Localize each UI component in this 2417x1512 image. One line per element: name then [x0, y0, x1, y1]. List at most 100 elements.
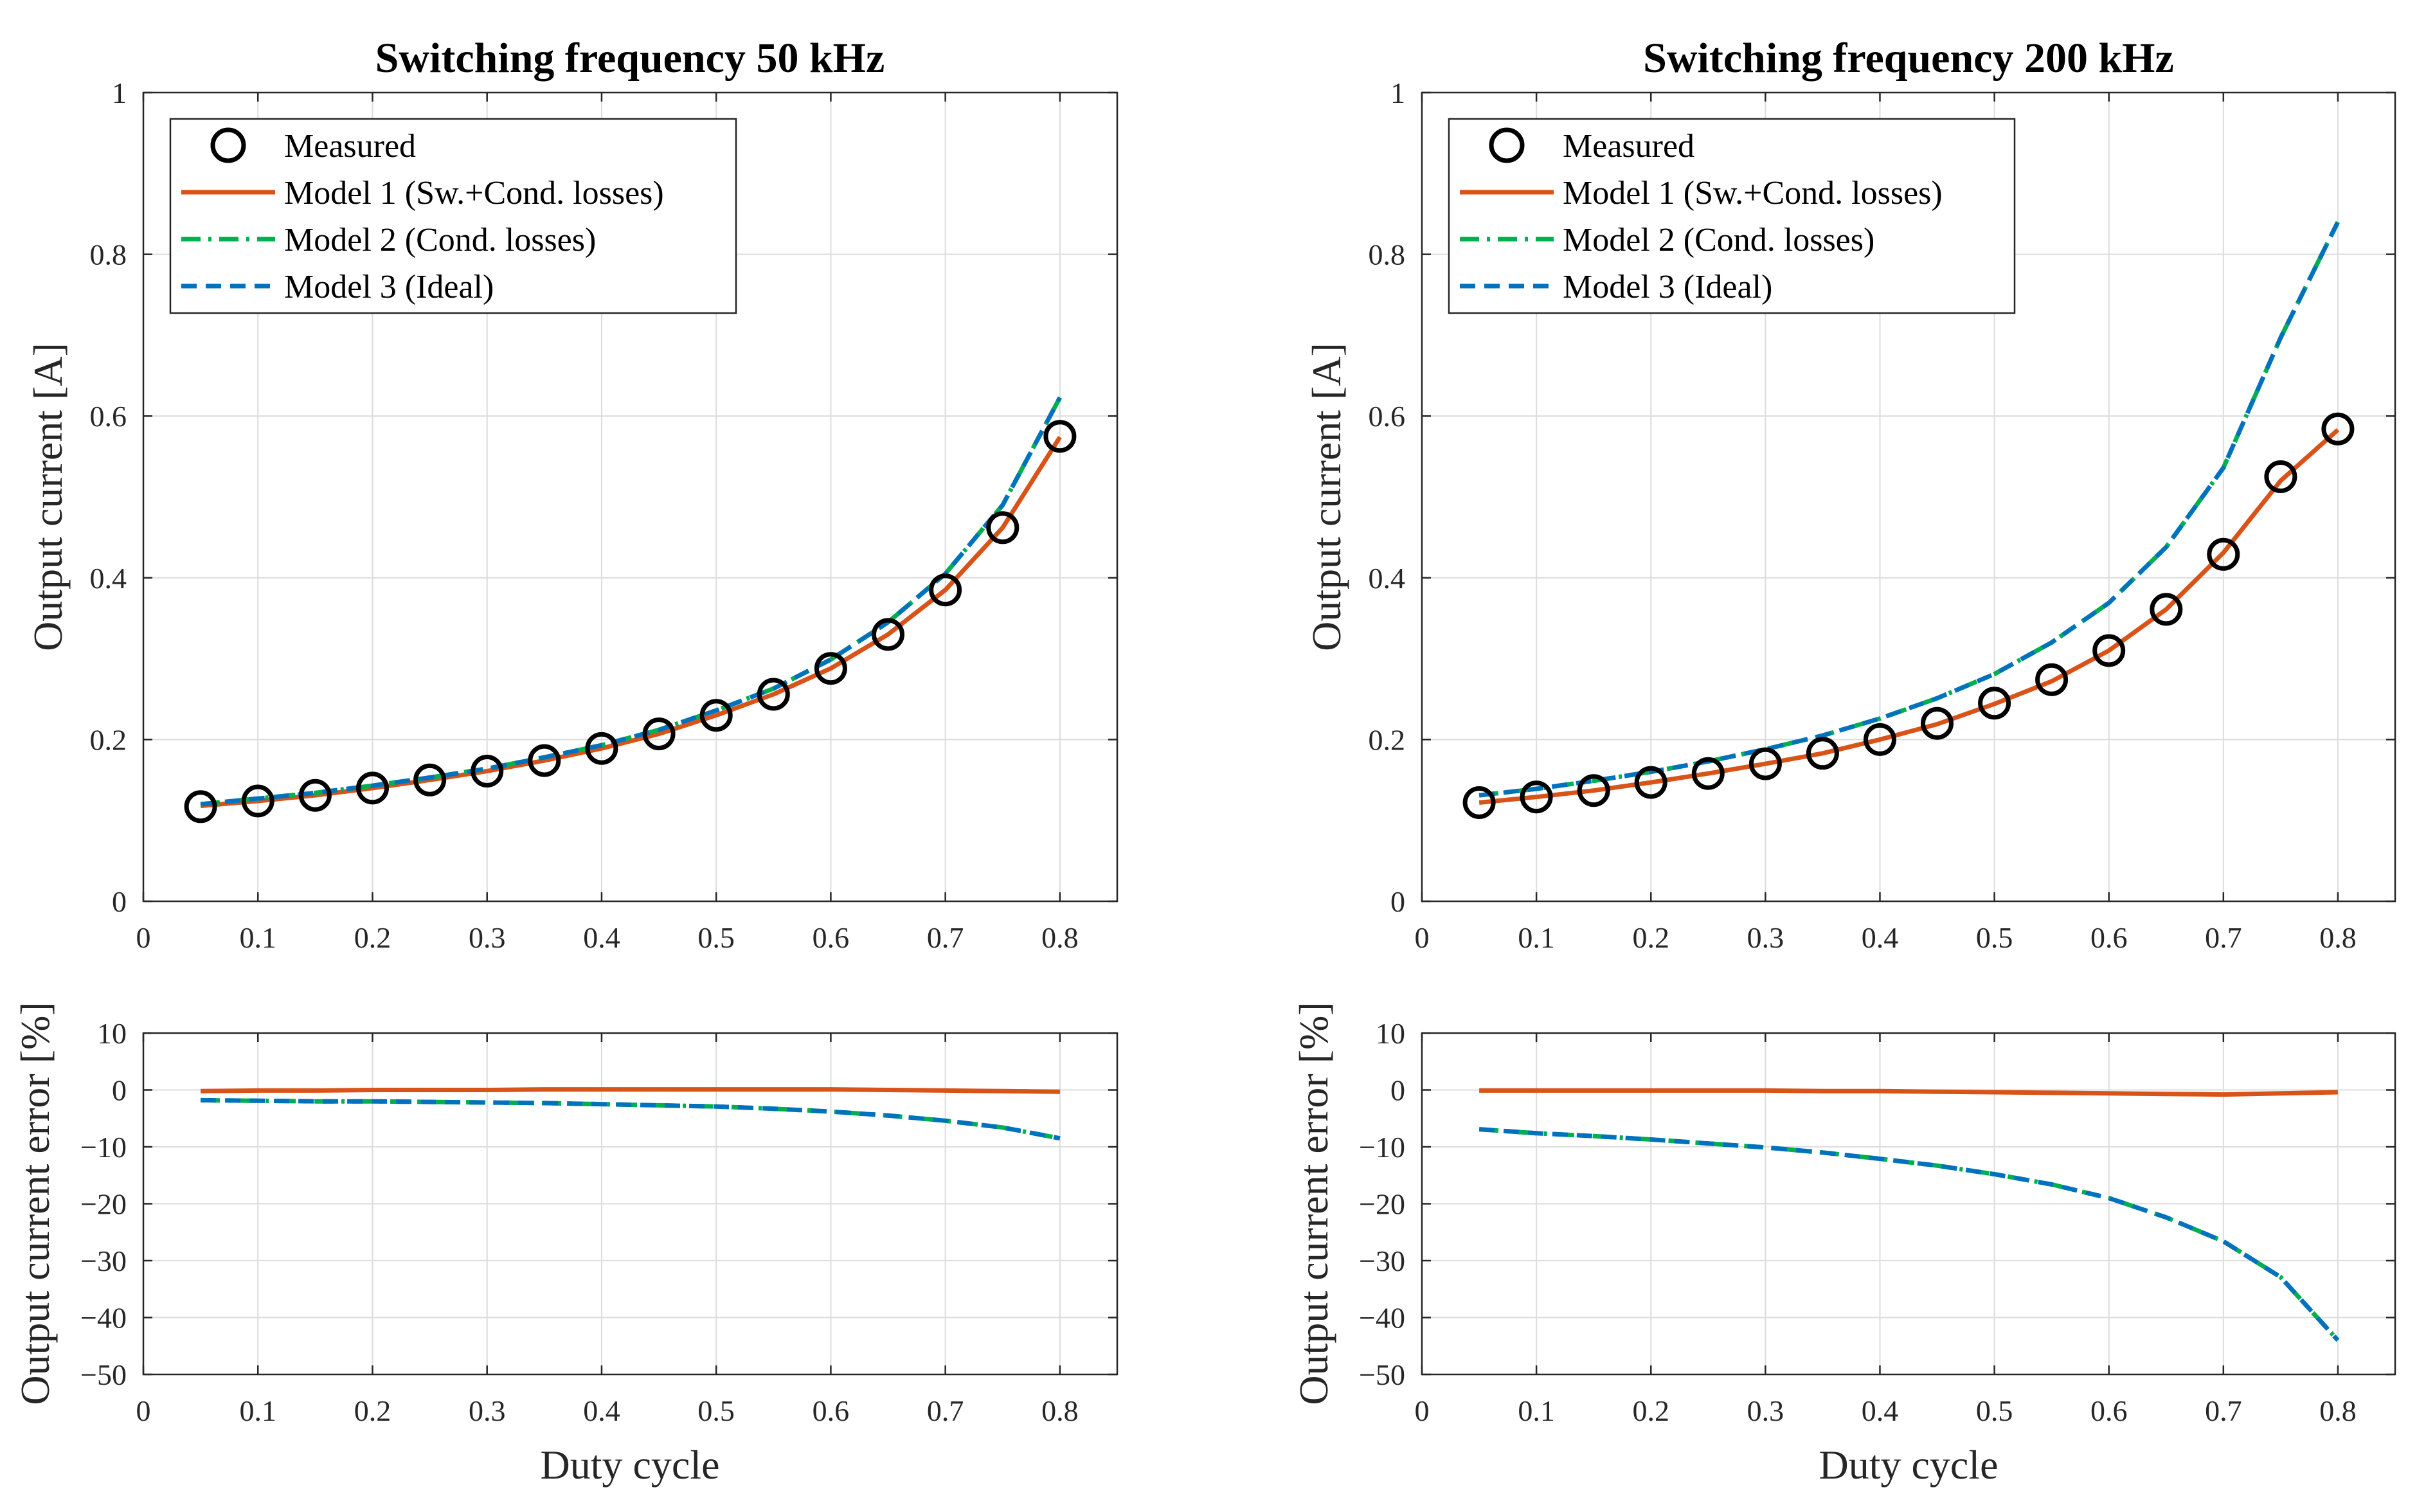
x-tick-label: 0.7	[927, 921, 964, 954]
y-tick-label: −50	[1359, 1358, 1405, 1391]
y-tick-label: 1	[1390, 76, 1405, 109]
measured-point	[2092, 634, 2126, 667]
panel-top-left: 0 0.1 0.2 0.3 0.4 0.5 0.6 0.7 0.800.20.40.60.81 …	[25, 35, 1119, 954]
chart-title-top-right: Switching frequency 200 kHz	[1643, 35, 2174, 82]
measured-point	[356, 771, 389, 805]
y-tick-label: −10	[80, 1131, 127, 1164]
series-line-model-1	[201, 1087, 1060, 1094]
ticks-top-left: 0 0.1 0.2 0.3 0.4 0.5 0.6 0.7 0.8 0 0.2 0.4 0.6 0.8 1	[90, 76, 1117, 954]
series-line-model-2	[200, 396, 1062, 807]
y-tick-label: −10	[1359, 1131, 1405, 1164]
y-tick-label: 0.6	[1369, 400, 1406, 433]
x-tick-label: 0.8	[1041, 1394, 1079, 1427]
legend-label-model-3: Model 3 (Ideal)	[1563, 269, 1772, 305]
x-tick-label: 0.3	[1747, 1394, 1784, 1427]
x-tick-label: 0.7	[927, 1394, 964, 1427]
x-tick-label: 0.2	[354, 921, 391, 954]
measured-point	[1577, 774, 1610, 807]
measured-point	[1520, 780, 1553, 814]
measured-point	[2321, 412, 2355, 446]
x-tick-label: 0.6	[2090, 1394, 2128, 1427]
y-tick-label: 10	[97, 1017, 127, 1050]
x-tick-label: 0	[136, 1394, 151, 1427]
y-tick-label: −30	[80, 1245, 127, 1277]
x-tick-label: 0	[1415, 1394, 1430, 1427]
x-tick-label: 0.6	[813, 1394, 850, 1427]
x-axis-label-bottom-right: Duty cycle	[1819, 1442, 1999, 1488]
x-tick-label: 0.4	[1862, 921, 1899, 954]
x-tick-label: 0.6	[2090, 921, 2128, 954]
measured-point	[1864, 723, 1896, 756]
x-axis-label-bottom-left: Duty cycle	[541, 1442, 720, 1488]
axes-frame-top-left	[142, 91, 1119, 903]
panel-top-right: 0 0.1 0.2 0.3 0.4 0.5 0.6 0.7 0.800.20.40.60.81 …	[1304, 35, 2396, 954]
measured-point	[642, 717, 676, 751]
x-tick-label: 0.1	[239, 921, 276, 954]
measured-point	[2207, 537, 2240, 571]
y-tick-label: −20	[1359, 1188, 1405, 1221]
y-tick-label: −20	[80, 1188, 127, 1221]
y-tick-label: 10	[1376, 1017, 1405, 1050]
legend-label-model-3: Model 3 (Ideal)	[284, 269, 494, 305]
axes-frame-top-right	[1421, 91, 2396, 903]
x-tick-label: 0.5	[1976, 1394, 2013, 1427]
x-tick-label: 0.3	[469, 921, 506, 954]
measured-point	[1634, 766, 1667, 799]
x-tick-label: 0.4	[583, 921, 620, 954]
legend-label-model-1: Model 1 (Sw.+Cond. losses)	[284, 175, 664, 212]
series-line-model-1	[200, 436, 1062, 809]
measured-point	[471, 755, 504, 788]
x-tick-label: 0.7	[2205, 1394, 2242, 1427]
x-tick-label: 0.2	[1632, 1394, 1669, 1427]
x-tick-label: 0.1	[1518, 1394, 1555, 1427]
chart-title-top-left: Switching frequency 50 kHz	[375, 35, 885, 82]
series-line-model-3	[201, 1097, 1061, 1141]
x-tick-label: 0.8	[1041, 921, 1079, 954]
measured-point	[2264, 460, 2297, 493]
measured-point	[528, 744, 561, 777]
y-tick-label: 0	[1390, 1074, 1405, 1107]
panel-bottom-left: 0 0.1 0.2 0.3 0.4 0.5 0.6 0.7 0.8 −50 −40 −30 −20 −10…	[12, 1002, 1119, 1488]
measured-point	[986, 511, 1020, 544]
legend-label-model-2: Model 2 (Cond. losses)	[284, 222, 596, 258]
x-tick-label: 0.8	[2319, 1394, 2357, 1427]
measured-point	[699, 699, 733, 732]
legend-marker-measured	[1489, 127, 1525, 163]
y-tick-label: 0.8	[1369, 239, 1406, 271]
measured-point	[1748, 747, 1782, 780]
x-tick-label: 0.3	[1747, 921, 1784, 954]
x-tick-label: 0.5	[1976, 921, 2013, 954]
measured-point	[1691, 757, 1725, 790]
measured-point	[2035, 663, 2069, 696]
y-axis-label-bottom-left: Output current error [%]	[12, 1002, 58, 1405]
legend-top-right: Measured Model 1 (Sw.+Cond. losses) Mode…	[1448, 118, 2016, 314]
legend-label-measured: Measured	[284, 128, 416, 165]
x-tick-label: 0.8	[2319, 921, 2357, 954]
series-top-left	[184, 396, 1077, 824]
measured-point	[184, 790, 217, 824]
y-axis-label-top-right: Output current [A]	[1304, 343, 1349, 651]
y-tick-label: 1	[112, 76, 127, 109]
ticks-bottom-left: 0 0.1 0.2 0.3 0.4 0.5 0.6 0.7 0.8 −50 −40 −30 −20 −10…	[80, 1017, 1117, 1427]
series-line-model-1	[1479, 1088, 2338, 1097]
y-tick-label: 0	[112, 1074, 127, 1107]
legend-box-top-left	[169, 118, 737, 314]
measured-point	[2150, 593, 2183, 626]
measured-point	[872, 618, 904, 651]
x-tick-label: 0.5	[697, 1394, 735, 1427]
y-tick-label: 0.8	[90, 239, 127, 271]
x-tick-label: 0.3	[469, 1394, 506, 1427]
y-tick-label: 0.6	[90, 400, 127, 433]
measured-point	[413, 763, 447, 797]
series-bottom-right	[1478, 1088, 2340, 1342]
measured-point	[1921, 706, 1954, 740]
x-tick-label: 0.7	[2205, 921, 2242, 954]
measured-point	[929, 573, 962, 607]
legend-label-model-2: Model 2 (Cond. losses)	[1563, 222, 1874, 258]
series-top-right	[1462, 221, 2355, 819]
y-axis-label-top-left: Output current [A]	[25, 343, 71, 651]
x-tick-label: 0	[136, 921, 151, 954]
y-axis-label-bottom-right: Output current error [%]	[1291, 1002, 1336, 1405]
series-bottom-left	[201, 1087, 1061, 1141]
